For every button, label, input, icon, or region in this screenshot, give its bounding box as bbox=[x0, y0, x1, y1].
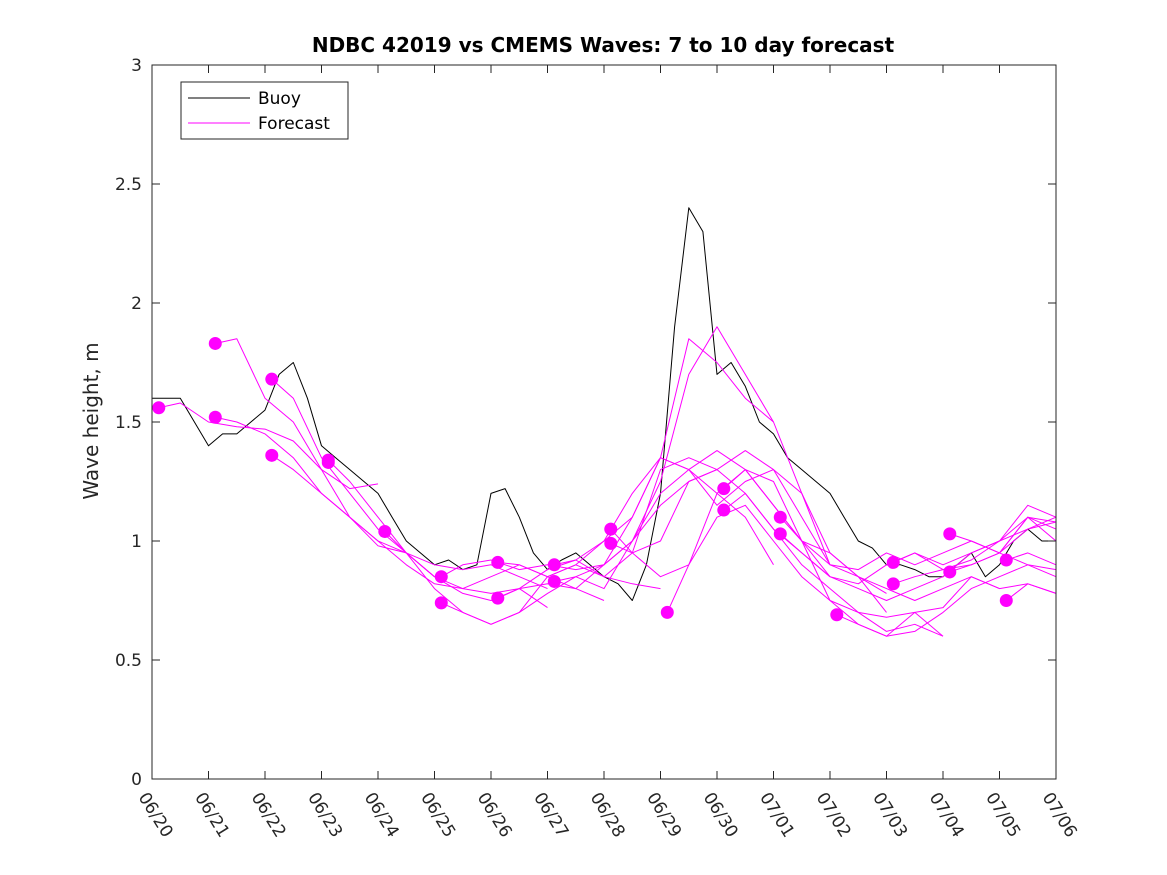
y-tick-label: 2 bbox=[131, 294, 142, 314]
legend-buoy-label: Buoy bbox=[258, 89, 301, 109]
x-tick-label: 06/24 bbox=[360, 789, 403, 841]
forecast-series-line bbox=[441, 326, 774, 625]
chart-title: NDBC 42019 vs CMEMS Waves: 7 to 10 day f… bbox=[312, 33, 895, 57]
x-tick-label: 07/01 bbox=[755, 789, 798, 841]
y-tick-label: 3 bbox=[131, 56, 142, 76]
forecast-start-marker bbox=[604, 522, 618, 536]
forecast-start-marker bbox=[773, 510, 787, 524]
x-tick-label: 06/21 bbox=[190, 789, 233, 841]
y-tick-label: 1 bbox=[131, 532, 142, 552]
x-tick-label: 06/29 bbox=[642, 789, 685, 841]
forecast-start-marker bbox=[547, 558, 561, 572]
y-tick-label: 0.5 bbox=[115, 651, 142, 671]
forecast-start-marker bbox=[491, 555, 505, 569]
x-tick-label: 06/26 bbox=[473, 789, 516, 841]
x-tick-label: 06/28 bbox=[586, 789, 629, 841]
forecast-start-marker bbox=[999, 553, 1013, 567]
y-tick-label: 2.5 bbox=[115, 175, 142, 195]
forecast-start-marker bbox=[208, 410, 222, 424]
forecast-start-marker bbox=[773, 527, 787, 541]
x-tick-label: 06/25 bbox=[416, 789, 459, 841]
forecast-start-marker bbox=[265, 372, 279, 386]
forecast-start-marker bbox=[999, 594, 1013, 607]
forecast-series-line bbox=[271, 378, 548, 609]
forecast-start-marker bbox=[547, 574, 561, 588]
x-tick-label: 07/02 bbox=[812, 789, 855, 841]
x-tick-label: 06/30 bbox=[699, 789, 742, 841]
forecast-series-line bbox=[723, 469, 1057, 601]
forecast-start-marker bbox=[943, 527, 957, 541]
x-tick-label: 07/03 bbox=[868, 789, 911, 841]
legend: Buoy Forecast bbox=[180, 81, 349, 140]
y-tick-label: 0 bbox=[131, 770, 142, 790]
forecast-series-line bbox=[158, 402, 379, 490]
forecast-start-marker bbox=[717, 482, 731, 496]
x-tick-label: 06/23 bbox=[303, 789, 346, 841]
forecast-series-line bbox=[666, 504, 1000, 618]
forecast-start-marker bbox=[152, 401, 166, 415]
forecast-start-marker bbox=[886, 577, 900, 591]
x-tick-label: 07/04 bbox=[925, 789, 968, 841]
forecast-start-marker bbox=[717, 503, 731, 517]
forecast-start-marker bbox=[886, 555, 900, 569]
axis-ticks: 0 0.5 1 1.5 2 2.5 3 06/20 06/21 06/22 06/23 06/24 06… bbox=[115, 56, 1081, 841]
forecast-series-line bbox=[1005, 583, 1057, 601]
forecast-start-marker bbox=[830, 608, 844, 622]
forecast-start-marker bbox=[943, 565, 957, 579]
forecast-start-marker bbox=[434, 570, 448, 584]
legend-box bbox=[180, 81, 349, 140]
x-tick-label: 07/06 bbox=[1038, 789, 1081, 841]
y-tick-label: 1.5 bbox=[115, 413, 142, 433]
forecast-series-line bbox=[497, 450, 831, 599]
forecast-series-line bbox=[554, 338, 887, 613]
x-tick-label: 06/27 bbox=[529, 789, 572, 841]
forecast-start-marker bbox=[434, 596, 448, 610]
forecast-series-line bbox=[384, 457, 718, 625]
forecast-series-line bbox=[949, 516, 1057, 573]
legend-forecast-label: Forecast bbox=[258, 114, 330, 134]
x-tick-label: 06/22 bbox=[247, 789, 290, 841]
forecast-start-marker bbox=[378, 524, 392, 538]
forecast-start-marker bbox=[604, 536, 618, 550]
forecast-start-marker bbox=[321, 455, 335, 469]
forecast-series-line bbox=[1006, 552, 1057, 566]
plot-area bbox=[152, 207, 1057, 637]
y-axis-label: Wave height, m bbox=[79, 342, 103, 499]
plot-frame bbox=[151, 64, 1057, 780]
forecast-start-marker bbox=[265, 448, 279, 462]
forecast-start-marker bbox=[491, 591, 505, 605]
forecast-start-marker bbox=[660, 605, 674, 619]
forecast-series-line bbox=[836, 564, 1057, 637]
forecast-series-line bbox=[215, 338, 435, 578]
forecast-start-marker bbox=[208, 336, 222, 350]
x-tick-label: 07/05 bbox=[981, 789, 1024, 841]
x-tick-label: 06/20 bbox=[134, 789, 177, 841]
